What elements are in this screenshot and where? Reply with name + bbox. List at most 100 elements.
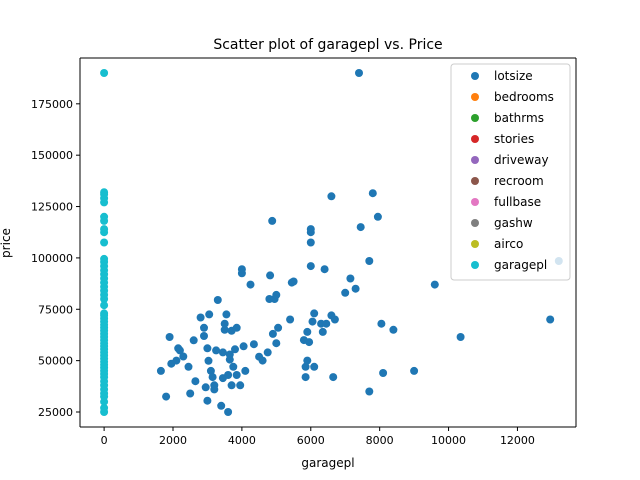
data-point-lotsize-24 [212, 346, 221, 355]
legend-label-lotsize: lotsize [494, 69, 533, 83]
data-point-lotsize-31 [222, 310, 231, 319]
legend-label-driveway: driveway [494, 153, 549, 167]
data-point-lotsize-77 [318, 327, 327, 336]
data-point-lotsize-18 [204, 356, 213, 365]
data-point-lotsize-93 [377, 319, 386, 328]
data-point-garagepl-41 [100, 254, 109, 263]
data-point-lotsize-11 [191, 377, 200, 386]
data-point-lotsize-96 [410, 366, 419, 375]
data-point-lotsize-20 [206, 366, 215, 375]
legend-box [450, 63, 571, 281]
data-point-lotsize-45 [239, 342, 248, 351]
data-point-lotsize-57 [272, 290, 281, 299]
x-tick-label: 8000 [366, 434, 394, 447]
legend-marker-garagepl [471, 261, 479, 269]
legend-marker-driveway [471, 156, 479, 164]
data-point-lotsize-50 [258, 356, 267, 365]
y-tick-label: 100000 [31, 252, 73, 265]
data-point-garagepl-30 [100, 301, 109, 310]
legend-label-fullbase: fullbase [494, 195, 541, 209]
data-point-lotsize-14 [200, 323, 208, 332]
x-tick-label: 2000 [159, 434, 187, 447]
axes-frame [79, 57, 577, 428]
data-point-lotsize-30 [220, 325, 229, 334]
data-point-lotsize-66 [303, 356, 312, 365]
data-point-lotsize-72 [306, 225, 315, 234]
data-point-lotsize-47 [246, 280, 255, 289]
data-point-lotsize-7 [179, 352, 188, 361]
y-tick-label: 175000 [31, 98, 73, 111]
data-point-lotsize-81 [327, 192, 336, 201]
data-point-lotsize-70 [306, 238, 315, 247]
data-point-lotsize-94 [379, 369, 388, 377]
data-point-lotsize-89 [365, 257, 374, 265]
y-tick-label: 150000 [31, 149, 73, 162]
data-point-lotsize-98 [456, 333, 465, 341]
data-point-lotsize-16 [203, 396, 212, 405]
legend-label-bathrms: bathrms [494, 111, 544, 125]
legend-marker-recroom [471, 177, 479, 185]
data-point-lotsize-78 [320, 265, 329, 274]
chart-title: Scatter plot of garagepl vs. Price [213, 37, 442, 53]
data-point-lotsize-40 [232, 371, 241, 379]
data-point-lotsize-62 [289, 277, 298, 286]
data-point-lotsize-83 [330, 315, 339, 324]
y-tick-label: 25000 [38, 406, 73, 419]
data-point-lotsize-54 [268, 216, 277, 225]
legend-marker-airco [471, 240, 479, 248]
legend-label-recroom: recroom [494, 174, 544, 188]
data-point-lotsize-23 [210, 385, 219, 394]
data-point-lotsize-42 [236, 381, 245, 390]
y-tick-label: 50000 [38, 355, 73, 368]
data-point-lotsize-75 [310, 362, 319, 371]
data-point-lotsize-82 [329, 373, 338, 382]
data-point-lotsize-38 [229, 362, 238, 371]
legend-marker-bedrooms [471, 93, 479, 101]
data-point-lotsize-29 [220, 319, 229, 328]
data-point-lotsize-32 [224, 371, 233, 379]
data-point-lotsize-55 [268, 329, 277, 338]
data-point-lotsize-97 [430, 280, 439, 289]
legend-label-bedrooms: bedrooms [494, 90, 554, 104]
data-point-lotsize-13 [200, 332, 208, 340]
points-layer [100, 69, 563, 416]
data-point-lotsize-21 [208, 373, 217, 382]
data-point-lotsize-44 [237, 265, 246, 274]
data-point-lotsize-6 [175, 346, 184, 355]
data-point-lotsize-19 [205, 310, 214, 319]
data-point-lotsize-67 [303, 327, 312, 336]
data-point-lotsize-0 [156, 366, 165, 375]
data-point-garagepl-51 [100, 69, 109, 77]
data-point-lotsize-95 [389, 325, 398, 334]
y-axis-label: price [0, 228, 13, 258]
data-point-lotsize-8 [184, 362, 193, 371]
data-point-lotsize-84 [341, 288, 350, 297]
data-point-lotsize-39 [231, 345, 239, 354]
data-point-lotsize-69 [306, 262, 315, 271]
data-point-lotsize-46 [241, 366, 250, 375]
data-point-lotsize-91 [368, 189, 377, 198]
data-point-lotsize-90 [365, 387, 374, 396]
x-tick-label: 4000 [228, 434, 256, 447]
x-tick-label: 0 [101, 434, 108, 447]
data-point-lotsize-37 [227, 381, 236, 390]
x-tick-label: 10000 [431, 434, 466, 447]
legend-marker-gashw [471, 219, 479, 227]
data-point-lotsize-25 [213, 296, 222, 304]
x-tick-label: 6000 [297, 434, 325, 447]
data-point-lotsize-68 [305, 338, 314, 347]
data-point-lotsize-28 [218, 348, 227, 357]
data-point-lotsize-59 [274, 323, 283, 332]
data-point-lotsize-15 [201, 383, 210, 392]
data-point-lotsize-41 [232, 323, 241, 332]
data-point-lotsize-60 [286, 315, 295, 324]
data-point-garagepl-46 [100, 212, 109, 221]
data-point-lotsize-1 [162, 392, 171, 401]
data-point-lotsize-2 [165, 333, 174, 341]
legend-label-stories: stories [494, 132, 534, 146]
data-point-lotsize-17 [203, 344, 212, 353]
data-point-lotsize-74 [310, 309, 319, 318]
data-point-lotsize-53 [266, 271, 275, 280]
legend-marker-fullbase [471, 198, 479, 206]
